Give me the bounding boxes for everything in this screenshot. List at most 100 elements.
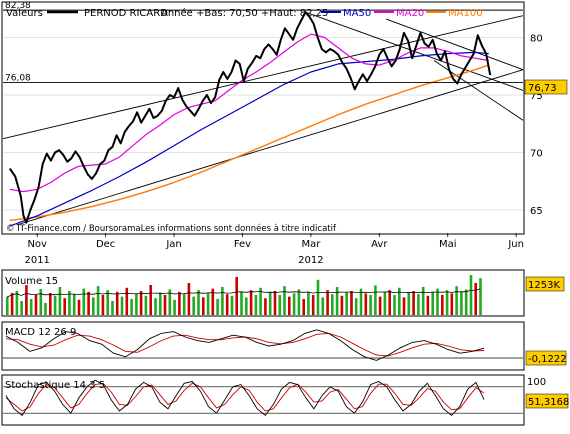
- volume-bar: [311, 295, 315, 315]
- stochastic-last-box: [525, 393, 569, 409]
- volume-bar: [39, 289, 43, 315]
- trendline: [16, 69, 524, 226]
- volume-bar: [115, 291, 119, 315]
- volume-bar: [49, 293, 52, 315]
- volume-bar: [307, 291, 310, 315]
- volume-bar: [149, 285, 152, 315]
- price-year-label: 2011: [24, 255, 49, 266]
- volume-bar: [321, 297, 325, 315]
- volume-bar: [173, 299, 176, 315]
- volume-panel-frame: [1, 269, 525, 317]
- volume-bars: [6, 275, 482, 315]
- volume-bar: [163, 295, 167, 315]
- price-y-tick: 70: [530, 149, 543, 160]
- price-y-tick: 75: [530, 91, 543, 102]
- volume-bar: [278, 295, 282, 315]
- volume-bar: [202, 297, 205, 315]
- volume-bar: [345, 292, 348, 315]
- volume-label: Volume 15: [5, 276, 58, 287]
- volume-bar: [58, 287, 62, 315]
- last-price-box: [524, 79, 568, 95]
- price-x-tick: Mar: [301, 239, 321, 250]
- volume-bar: [326, 290, 329, 315]
- trendline: [386, 18, 524, 71]
- volume-bar: [53, 295, 57, 315]
- volume-bar: [221, 287, 224, 315]
- stochastic-k-line: [5, 379, 485, 417]
- volume-bar: [297, 289, 301, 315]
- volume-bar: [331, 294, 334, 315]
- volume-last-box: [525, 276, 565, 292]
- volume-bar: [240, 291, 243, 315]
- reference-label: 76,08: [5, 74, 31, 84]
- trendline: [2, 15, 524, 140]
- macd-last-box: [525, 350, 567, 366]
- moving-averages: [9, 33, 490, 227]
- volume-bar: [82, 288, 86, 315]
- volume-bar: [388, 290, 391, 315]
- volume-bar: [383, 291, 387, 315]
- volume-bar: [120, 296, 124, 315]
- legend-stats: Année +Bas: 70,50 +Haut: 82,25: [161, 7, 328, 19]
- volume-bar: [302, 299, 305, 315]
- volume-bar: [359, 288, 363, 315]
- volume-bar: [29, 299, 33, 315]
- copyright-notice: © IT-Finance.com / BoursoramaLes informa…: [6, 223, 337, 234]
- volume-bar: [125, 287, 129, 315]
- volume-bar: [159, 292, 162, 315]
- price-series: [8, 11, 492, 224]
- volume-bar: [288, 296, 291, 315]
- price-x-tick: Jan: [165, 239, 181, 250]
- volume-bar: [268, 292, 272, 315]
- macd-line: [5, 329, 485, 361]
- legend-ma100: MA100: [448, 8, 483, 19]
- volume-bar: [421, 287, 425, 315]
- last-price-label: 76,73: [528, 83, 557, 94]
- volume-last-label: 1253K: [528, 280, 560, 291]
- legend-security: PERNOD RICARD: [84, 8, 168, 19]
- volume-bar: [178, 291, 181, 315]
- stochastic-panel-frame: [1, 374, 525, 426]
- stochastic-label: Stochastique 14 3 5: [5, 380, 105, 391]
- price-x-tick: Fev: [234, 239, 251, 250]
- legend-prefix: Valeurs: [6, 8, 43, 19]
- volume-bar: [264, 298, 267, 315]
- volume-bar: [135, 293, 138, 315]
- ma50-line: [9, 51, 489, 227]
- volume-bar: [72, 294, 76, 315]
- volume-bar: [63, 298, 66, 315]
- volume-bar: [350, 291, 353, 315]
- legend-ma20: MA20: [396, 8, 424, 19]
- reference-lines: 82,38 76,08: [3, 1, 523, 84]
- reference-label: 82,38: [5, 1, 31, 11]
- volume-bar: [235, 277, 238, 315]
- volume-bar: [130, 299, 133, 315]
- volume-bar: [378, 296, 382, 315]
- volume-bar: [168, 289, 172, 315]
- price-panel-frame: [1, 1, 525, 235]
- volume-bar: [283, 286, 286, 315]
- volume-bar: [101, 295, 105, 315]
- price-legend: Valeurs PERNOD RICARD Année +Bas: 70,50 …: [6, 7, 483, 19]
- volume-bar: [245, 297, 248, 315]
- legend-ma50: MA50: [343, 8, 371, 19]
- volume-bar: [187, 283, 191, 315]
- volume-bar: [474, 283, 477, 315]
- price-x-tick: Dec: [96, 239, 115, 250]
- volume-bar: [417, 294, 420, 315]
- volume-bar: [211, 288, 215, 315]
- volume-bar: [436, 288, 439, 315]
- volume-bar: [354, 298, 358, 315]
- macd-last-label: -0,1222: [528, 354, 567, 365]
- volume-bar: [68, 291, 71, 315]
- volume-bar: [230, 295, 234, 315]
- volume-bar: [182, 294, 186, 315]
- volume-bar: [6, 297, 9, 315]
- volume-bar: [402, 297, 406, 315]
- volume-bar: [412, 291, 415, 315]
- volume-bar: [87, 291, 90, 315]
- volume-bar: [139, 291, 143, 315]
- macd-panel-frame: [1, 321, 525, 371]
- volume-bar: [398, 287, 401, 315]
- price-y-tick: 65: [530, 206, 543, 217]
